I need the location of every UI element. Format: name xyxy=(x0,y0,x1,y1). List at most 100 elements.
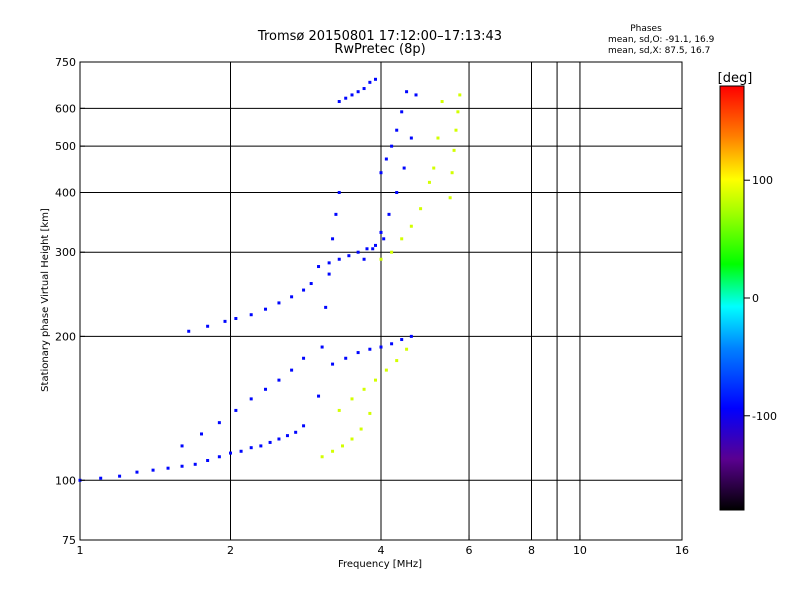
echo-point-O-1-8 xyxy=(302,288,306,292)
echo-point-X-0-2 xyxy=(340,444,344,448)
echo-point-O-7-4 xyxy=(379,345,383,349)
echo-point-X-2-1 xyxy=(390,250,394,254)
echo-point-O-4-4 xyxy=(356,250,360,254)
colorbar-tick-label-2: -100 xyxy=(752,410,777,423)
echo-point-O-2-1 xyxy=(200,432,204,436)
echo-point-O-5-6 xyxy=(374,77,378,81)
echo-point-O-0-4 xyxy=(151,468,155,472)
echo-point-O-5-8 xyxy=(384,157,388,161)
echo-point-O-0-16 xyxy=(285,434,289,438)
echo-point-O-3-0 xyxy=(317,394,321,398)
echo-point-O-5-2 xyxy=(350,93,354,97)
echo-point-O-7-1 xyxy=(344,356,348,360)
echo-point-O-5-12 xyxy=(405,90,409,94)
echo-point-O-6-5 xyxy=(402,166,406,170)
echo-point-X-2-4 xyxy=(419,207,423,211)
echo-point-X-1-1 xyxy=(350,397,354,401)
y-tick-label-5: 500 xyxy=(55,140,76,153)
echo-point-O-0-17 xyxy=(294,430,298,434)
x-axis: 1 2 4 6 8 10 16 xyxy=(77,535,689,557)
echo-point-X-0-4 xyxy=(359,427,363,431)
echo-point-X-4-4 xyxy=(456,110,460,114)
x-tick-label-5: 10 xyxy=(573,544,587,557)
colorbar-ticks: 100 0 -100 xyxy=(744,174,777,423)
echo-point-O-5-0 xyxy=(337,100,341,104)
echo-point-X-0-3 xyxy=(350,437,354,441)
echo-point-O-2-4 xyxy=(249,397,253,401)
echo-point-X-3-2 xyxy=(440,100,444,104)
y-tick-label-0: 75 xyxy=(62,534,76,547)
x-tick-label-4: 8 xyxy=(528,544,535,557)
echo-point-O-1-2 xyxy=(223,319,227,323)
x-axis-label: Frequency [MHz] xyxy=(338,559,422,570)
echo-point-O-1-0 xyxy=(187,329,191,333)
echo-point-O-3-2 xyxy=(324,305,328,309)
echo-point-O-0-1 xyxy=(99,476,103,480)
echo-point-O-1-4 xyxy=(249,313,253,317)
echo-point-O-5-9 xyxy=(390,144,394,148)
echo-point-O-0-2 xyxy=(118,474,122,478)
echo-point-X-0-5 xyxy=(368,411,372,415)
echo-point-O-2-6 xyxy=(277,378,281,382)
echo-point-O-6-1 xyxy=(371,247,375,251)
echo-point-X-4-3 xyxy=(454,128,458,132)
echo-point-O-6-0 xyxy=(362,257,366,261)
echo-point-O-2-0 xyxy=(180,444,184,448)
echo-point-O-3-1 xyxy=(320,345,324,349)
echo-point-O-1-3 xyxy=(234,316,238,320)
echo-point-X-1-4 xyxy=(384,368,388,372)
echo-point-X-1-6 xyxy=(405,347,409,351)
echo-point-X-3-0 xyxy=(432,166,436,170)
y-tick-label-1: 100 xyxy=(55,474,76,487)
echo-point-X-0-0 xyxy=(320,455,324,459)
x-tick-label-0: 1 xyxy=(77,544,84,557)
echo-point-O-0-10 xyxy=(229,451,232,455)
echo-point-O-6-7 xyxy=(414,93,418,97)
echo-point-O-3-6 xyxy=(337,190,341,194)
echo-point-O-1-7 xyxy=(290,295,294,299)
echo-point-O-4-5 xyxy=(365,247,369,251)
echo-point-O-0-18 xyxy=(302,424,306,428)
echo-point-O-1-5 xyxy=(264,307,268,311)
echo-point-O-1-1 xyxy=(206,324,210,328)
echo-point-X-4-5 xyxy=(458,93,462,97)
echo-point-X-0-1 xyxy=(331,449,335,453)
x-tick-label-6: 16 xyxy=(675,544,689,557)
echo-point-O-3-4 xyxy=(331,237,335,241)
echo-point-O-2-5 xyxy=(264,387,268,391)
echo-point-O-0-3 xyxy=(135,470,139,474)
y-tick-label-4: 400 xyxy=(55,186,76,199)
echo-point-O-5-5 xyxy=(368,80,372,84)
echo-point-X-2-5 xyxy=(427,180,431,184)
echo-point-O-0-8 xyxy=(206,458,210,462)
echo-point-O-7-6 xyxy=(400,338,404,342)
colorbar-tick-label-0: 100 xyxy=(752,174,773,187)
echo-point-O-7-5 xyxy=(390,342,394,346)
echo-point-O-6-4 xyxy=(395,190,399,194)
echo-point-O-4-6 xyxy=(374,243,378,247)
echo-point-O-2-7 xyxy=(290,368,294,372)
echo-point-O-6-2 xyxy=(379,230,383,234)
echo-point-O-5-11 xyxy=(400,110,404,114)
echo-point-O-5-4 xyxy=(362,87,366,91)
echo-point-O-3-5 xyxy=(334,212,338,216)
chart-subtitle: RwPretec (8p) xyxy=(334,42,425,57)
echo-point-O-0-15 xyxy=(277,437,281,441)
echo-point-O-7-3 xyxy=(368,347,372,351)
echo-point-O-0-12 xyxy=(249,446,253,450)
colorbar-label: [deg] xyxy=(718,71,753,86)
echo-point-O-4-2 xyxy=(337,257,341,261)
echo-point-O-1-9 xyxy=(309,282,313,286)
echo-point-O-5-10 xyxy=(395,128,399,132)
echo-point-O-0-11 xyxy=(239,449,243,453)
phases-x-stats: mean, sd,X: 87.5, 16.7 xyxy=(608,46,710,56)
echo-point-X-1-5 xyxy=(395,359,399,363)
echo-point-O-1-6 xyxy=(277,301,281,305)
x-tick-label-2: 4 xyxy=(378,544,385,557)
echo-point-O-4-3 xyxy=(347,254,351,258)
echo-point-O-0-5 xyxy=(166,466,170,470)
grid-lines xyxy=(80,62,682,540)
x-tick-label-1: 2 xyxy=(227,544,234,557)
chart-title: Tromsø 20150801 17:12:00–17:13:43 xyxy=(257,29,502,44)
